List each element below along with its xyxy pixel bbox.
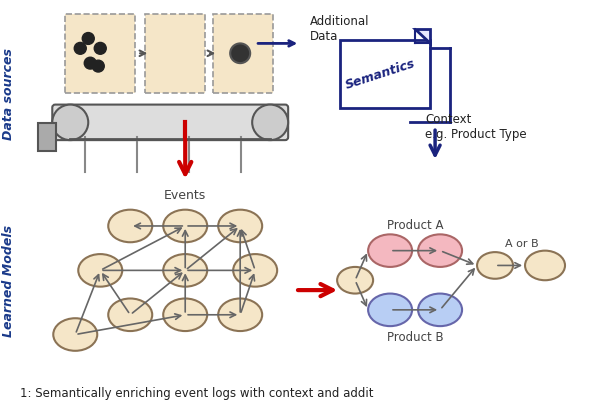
Ellipse shape xyxy=(163,299,207,331)
Ellipse shape xyxy=(525,251,565,281)
Text: 1: Semantically enriching event logs with context and addit: 1: Semantically enriching event logs wit… xyxy=(20,386,374,399)
FancyBboxPatch shape xyxy=(52,105,288,141)
Ellipse shape xyxy=(53,318,97,351)
Ellipse shape xyxy=(218,210,262,243)
Ellipse shape xyxy=(368,235,412,267)
Text: Additional
Data: Additional Data xyxy=(310,15,370,43)
Ellipse shape xyxy=(163,210,207,243)
Ellipse shape xyxy=(418,235,462,267)
Circle shape xyxy=(230,44,250,64)
FancyBboxPatch shape xyxy=(213,15,273,93)
Ellipse shape xyxy=(218,299,262,331)
Circle shape xyxy=(83,33,94,45)
FancyBboxPatch shape xyxy=(340,41,430,108)
Ellipse shape xyxy=(163,255,207,287)
Text: A or B: A or B xyxy=(505,238,539,248)
Text: Product A: Product A xyxy=(387,219,443,231)
Circle shape xyxy=(252,105,288,141)
Circle shape xyxy=(84,58,96,70)
Ellipse shape xyxy=(337,267,373,294)
Text: Learned Models: Learned Models xyxy=(2,225,15,336)
Ellipse shape xyxy=(233,255,277,287)
Text: Context
e.g. Product Type: Context e.g. Product Type xyxy=(425,113,527,141)
Text: Product B: Product B xyxy=(387,330,443,343)
Circle shape xyxy=(94,43,106,55)
Circle shape xyxy=(92,61,104,73)
Circle shape xyxy=(52,105,89,141)
Ellipse shape xyxy=(477,253,513,279)
Circle shape xyxy=(74,43,86,55)
Text: Events: Events xyxy=(164,189,206,202)
FancyBboxPatch shape xyxy=(145,15,205,93)
Ellipse shape xyxy=(368,294,412,326)
FancyBboxPatch shape xyxy=(65,15,135,93)
Ellipse shape xyxy=(78,255,122,287)
Ellipse shape xyxy=(108,299,152,331)
FancyBboxPatch shape xyxy=(38,124,56,152)
Polygon shape xyxy=(415,30,430,44)
Text: Semantics: Semantics xyxy=(343,57,417,91)
Ellipse shape xyxy=(108,210,152,243)
Ellipse shape xyxy=(418,294,462,326)
Text: Data sources: Data sources xyxy=(2,48,15,140)
